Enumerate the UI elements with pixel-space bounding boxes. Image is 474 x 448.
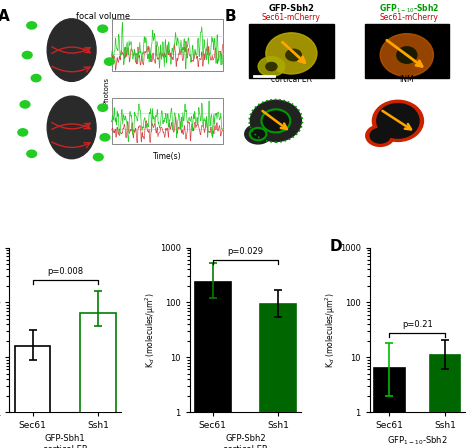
Ellipse shape	[266, 62, 277, 71]
Ellipse shape	[366, 125, 394, 146]
Ellipse shape	[263, 110, 289, 132]
Bar	[249, 24, 334, 78]
Ellipse shape	[250, 100, 301, 142]
Circle shape	[22, 52, 32, 59]
Ellipse shape	[47, 96, 96, 159]
Circle shape	[93, 154, 103, 161]
Circle shape	[20, 101, 30, 108]
Text: A: A	[0, 9, 10, 24]
Ellipse shape	[380, 34, 433, 77]
Text: Time(s): Time(s)	[153, 152, 182, 161]
Circle shape	[31, 74, 41, 82]
Ellipse shape	[377, 103, 419, 138]
Ellipse shape	[387, 112, 409, 130]
Bar	[374, 367, 405, 448]
Circle shape	[27, 150, 36, 157]
Circle shape	[98, 25, 108, 32]
Ellipse shape	[286, 49, 301, 61]
X-axis label: GFP$_{1-10}$-Sbh2
INM: GFP$_{1-10}$-Sbh2 INM	[387, 435, 447, 448]
Text: D: D	[330, 239, 343, 254]
Text: Sec61-mCherry: Sec61-mCherry	[262, 13, 321, 22]
Text: GFP$_{1-10}$-Sbh2: GFP$_{1-10}$-Sbh2	[379, 2, 439, 15]
Text: INM: INM	[400, 75, 414, 84]
Circle shape	[100, 134, 110, 141]
Text: Photons: Photons	[103, 77, 109, 105]
Ellipse shape	[251, 129, 265, 139]
Ellipse shape	[266, 33, 317, 74]
Bar	[429, 355, 460, 448]
Text: p=0.21: p=0.21	[402, 320, 433, 329]
Ellipse shape	[47, 19, 96, 82]
FancyBboxPatch shape	[111, 98, 223, 144]
Text: B: B	[225, 9, 237, 24]
Text: GFP-Sbh2: GFP-Sbh2	[268, 4, 314, 13]
Text: cortical ER: cortical ER	[271, 75, 312, 84]
Circle shape	[104, 58, 114, 65]
Y-axis label: K$_d$ (molecules/μm$^2$): K$_d$ (molecules/μm$^2$)	[324, 292, 338, 368]
Circle shape	[98, 104, 108, 111]
Circle shape	[18, 129, 27, 136]
Ellipse shape	[370, 128, 390, 143]
Circle shape	[27, 22, 36, 29]
Text: focal volume: focal volume	[76, 12, 130, 21]
Bar	[195, 282, 231, 448]
Bar	[80, 313, 116, 448]
Bar	[365, 24, 449, 78]
Bar	[15, 346, 50, 448]
Ellipse shape	[373, 100, 423, 142]
Text: p=0.029: p=0.029	[228, 247, 264, 256]
Y-axis label: K$_d$ (molecules/μm$^2$): K$_d$ (molecules/μm$^2$)	[144, 292, 158, 368]
X-axis label: GFP-Sbh1
cortical ER: GFP-Sbh1 cortical ER	[43, 435, 88, 448]
Ellipse shape	[258, 57, 285, 77]
FancyBboxPatch shape	[111, 19, 223, 72]
Text: p=0.008: p=0.008	[47, 267, 83, 276]
X-axis label: GFP-Sbh2
cortical ER: GFP-Sbh2 cortical ER	[223, 435, 268, 448]
Ellipse shape	[397, 47, 417, 63]
Ellipse shape	[245, 124, 272, 144]
Text: Sec61-mCherry: Sec61-mCherry	[380, 13, 438, 22]
Bar	[260, 304, 296, 448]
